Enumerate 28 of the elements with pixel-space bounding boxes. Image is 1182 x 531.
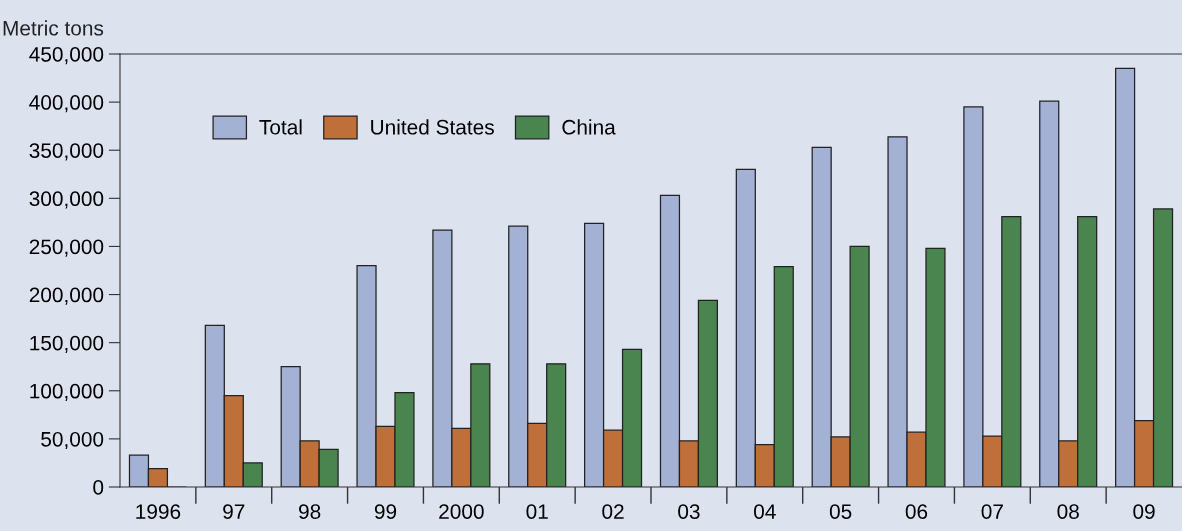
legend-label: United States <box>371 119 494 135</box>
x-tick-label: 1996 <box>136 504 181 519</box>
y-tick-label: 200,000 <box>29 287 104 305</box>
x-tick-label: 97 <box>223 504 245 519</box>
y-tick-label: 350,000 <box>29 143 104 161</box>
x-tick-label: 06 <box>905 504 928 519</box>
y-tick-label: 150,000 <box>30 335 104 353</box>
y-tick-label: 0 <box>93 480 104 495</box>
x-tick-label: 98 <box>299 504 321 519</box>
x-tick-label: 05 <box>829 504 852 519</box>
x-tick-label: 03 <box>678 504 700 519</box>
legend-label: Total <box>259 119 302 135</box>
x-tick-label: 07 <box>981 504 1003 519</box>
legend-label: China <box>562 119 616 135</box>
y-tick-label: 50,000 <box>41 431 104 450</box>
y-axis-title: Metric tons <box>3 20 104 36</box>
y-tick-label: 250,000 <box>29 239 104 257</box>
x-tick-label: 02 <box>602 504 624 519</box>
y-tick-label: 400,000 <box>29 95 104 113</box>
x-tick-label: 08 <box>1057 504 1079 519</box>
y-tick-label: 100,000 <box>30 383 104 401</box>
x-tick-label: 2000 <box>439 504 484 519</box>
x-tick-label: 99 <box>374 504 397 519</box>
x-tick-label: 04 <box>754 504 776 519</box>
x-tick-label: 09 <box>1133 504 1155 519</box>
y-tick-label: 300,000 <box>29 191 104 209</box>
x-tick-label: 01 <box>526 504 548 519</box>
y-tick-label: 450,000 <box>29 47 104 65</box>
